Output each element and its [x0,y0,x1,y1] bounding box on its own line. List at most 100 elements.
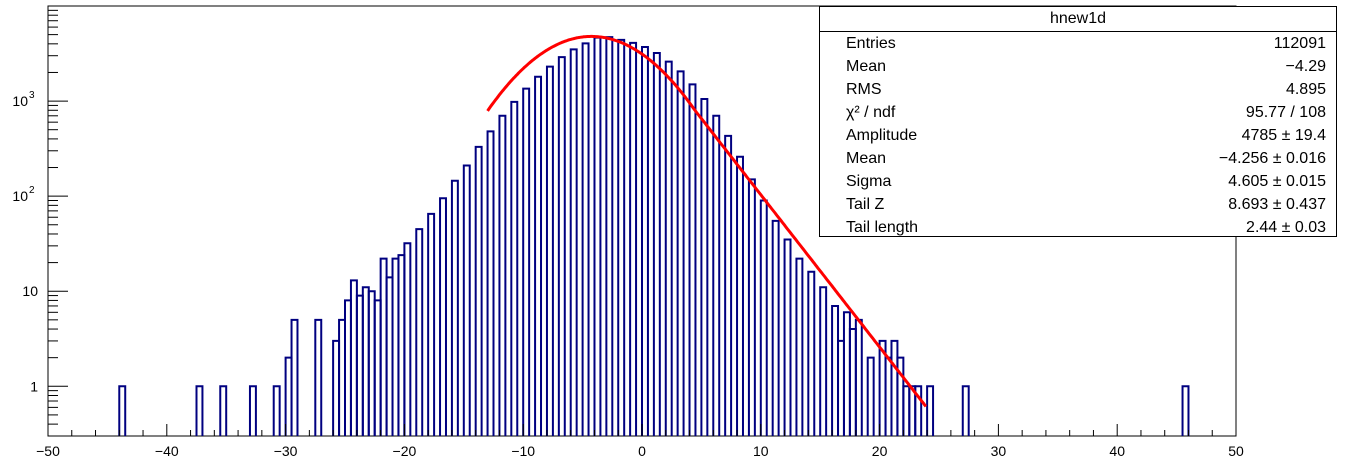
histogram-bar [1181,385,1190,436]
stats-row: Mean −4.256 ± 0.016 [820,147,1336,170]
histogram-bar [474,145,483,436]
histogram-bar [629,41,638,436]
stats-row: Tail length 2.44 ± 0.03 [820,216,1336,239]
fit-curve [486,34,928,408]
histogram-bar [557,56,566,436]
histogram-bar [569,48,578,436]
histogram-bar [534,75,543,436]
histogram-bar [593,36,602,436]
histogram-bar [664,60,673,436]
stats-box: hnew1d Entries 112091 Mean −4.29 RMS 4.895 χ² … [819,6,1337,237]
stats-row: Tail Z 8.693 ± 0.437 [820,193,1336,216]
histogram-bar [272,385,281,436]
histogram-bar [854,318,863,436]
y-tick-exponent: 3 [29,90,35,101]
histogram-bar [712,114,721,436]
stats-value: 2.44 ± 0.03 [1246,219,1326,236]
histogram-bar [807,270,816,436]
x-tick-label: 10 [753,443,769,459]
stats-rows: Entries 112091 Mean −4.29 RMS 4.895 χ² / ndf 95… [820,32,1336,239]
histogram-bar [641,46,649,436]
histogram-bar [617,38,626,436]
histogram-bar [961,385,970,436]
stats-row: RMS 4.895 [820,78,1336,101]
histogram-bar [314,318,323,436]
histogram-bar [866,356,875,436]
stats-value: 112091 [1273,35,1326,52]
stats-key: Mean [846,58,887,75]
stats-title: hnew1d [820,7,1336,32]
stats-value: 4.895 [1285,81,1326,98]
histogram-bar [676,70,685,436]
stats-row: χ² / ndf 95.77 / 108 [820,101,1336,124]
histogram-bar [403,242,412,436]
histogram-bar [498,114,507,436]
stats-row: Mean −4.29 [820,55,1336,78]
histogram-bar [581,42,590,436]
histogram-bar [290,318,299,436]
histogram-bar [926,385,935,436]
histogram-bar [736,155,744,436]
stats-key: Mean [846,150,887,167]
stats-row: Entries 112091 [820,32,1336,55]
stats-value: −4.29 [1285,58,1326,75]
histogram-bar [219,385,228,436]
stats-key: RMS [846,81,882,98]
x-tick-label: 20 [872,443,888,459]
histogram-bar [688,83,697,436]
x-tick-label: −40 [155,443,179,459]
stats-key: Sigma [846,173,892,190]
stats-key: χ² / ndf [846,104,896,121]
histogram-bar [700,98,709,436]
x-tick-label: −30 [274,443,298,459]
histogram-bar [248,385,257,436]
histogram-bar [759,199,768,436]
stats-value: 95.77 / 108 [1245,104,1326,121]
x-tick-label: −10 [511,443,535,459]
histogram-bar [522,87,531,436]
stats-key: Amplitude [846,127,918,144]
stats-row: Sigma 4.605 ± 0.015 [820,170,1336,193]
histogram-bar [427,212,436,436]
y-tick-label: 1 [30,378,38,394]
stats-value: −4.256 ± 0.016 [1218,150,1326,167]
histogram-bar [118,385,127,436]
fit-curve-group [486,34,928,408]
histogram-bar [914,385,923,436]
histogram-bar [195,385,204,436]
stats-key: Tail Z [846,196,885,213]
histogram-bar [439,197,447,436]
x-tick-label: 40 [1109,443,1125,459]
x-tick-label: 0 [638,443,646,459]
stats-row: Amplitude 4785 ± 19.4 [820,124,1336,147]
x-tick-label: 50 [1228,443,1244,459]
stats-value: 4785 ± 19.4 [1241,127,1326,144]
histogram-bar [415,228,424,436]
stats-key: Entries [846,35,896,52]
x-tick-label: −50 [36,443,60,459]
histogram-bar [819,286,828,436]
histogram-bar [783,238,792,436]
histogram-bar [724,134,733,436]
histogram-bar [486,130,495,436]
histogram-bar [747,178,756,436]
stats-key: Tail length [846,219,919,236]
histogram-bar [545,65,554,436]
y-tick-label: 10 [12,93,28,109]
histogram-bar [605,36,614,436]
stats-value: 4.605 ± 0.015 [1228,173,1326,190]
histogram-bar [795,257,804,436]
y-tick-exponent: 2 [29,185,35,196]
y-tick-label: 10 [12,188,28,204]
x-tick-label: 30 [991,443,1007,459]
stats-value: 8.693 ± 0.437 [1228,196,1326,213]
histogram-bar [450,179,459,436]
histogram-bar [510,100,519,436]
y-tick-label: 10 [22,283,38,299]
histogram-bar [771,219,780,436]
x-tick-label: −20 [393,443,417,459]
histogram-bar [652,52,661,436]
histogram-bar [462,164,471,436]
